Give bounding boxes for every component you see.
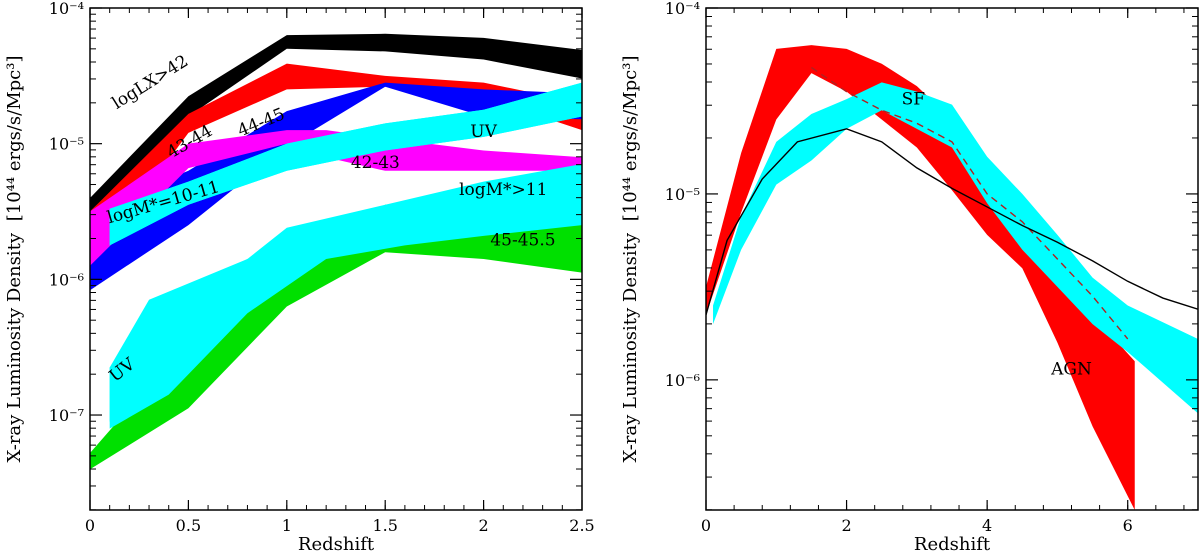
left-label-uv: UV — [470, 122, 497, 142]
left-y-axis-label-text: X-ray Luminosity Density — [4, 232, 25, 462]
left-xtick-label: 1.5 — [372, 516, 397, 535]
right-x-axis-label: Redshift — [914, 534, 991, 555]
right-ytick-label: 10⁻⁴ — [665, 0, 700, 18]
left-band-series-uv-low — [109, 200, 582, 429]
left-label-45-45-5: 45-45.5 — [490, 230, 555, 250]
right-label-agn: AGN — [1050, 359, 1092, 379]
left-x-axis-label: Redshift — [298, 534, 375, 555]
right-panel: AGN SF 0 2 4 6 10⁻⁶ 10⁻⁵ 10⁻⁴ Redshift X-ray Lu… — [620, 0, 1199, 555]
left-axes-frame — [89, 7, 583, 511]
right-plot-area: AGN SF — [706, 45, 1198, 510]
left-xtick-label: 0.5 — [176, 516, 201, 535]
left-ytick-label: 10⁻⁶ — [49, 270, 84, 289]
left-xtick-label: 0 — [85, 516, 95, 535]
left-ytick-label: 10⁻⁴ — [49, 0, 84, 18]
left-y-axis-label: X-ray Luminosity Density [10⁴⁴ ergs/s/Mp… — [4, 56, 25, 463]
left-label-loglx-42: logLX>42 — [109, 51, 192, 113]
right-xtick-label: 6 — [1123, 516, 1133, 535]
left-xtick-label: 2.5 — [569, 516, 594, 535]
right-ytick-label: 10⁻⁶ — [665, 371, 700, 390]
left-label-42-43: 42-43 — [351, 153, 400, 173]
right-ytick-label: 10⁻⁵ — [665, 185, 700, 204]
left-xtick-label: 1 — [282, 516, 292, 535]
right-ticks: 0 2 4 6 10⁻⁶ 10⁻⁵ 10⁻⁴ — [665, 0, 1198, 535]
right-label-sf: SF — [902, 90, 926, 110]
left-band-series-loglx-42 — [90, 33, 582, 212]
left-label-logm-11: logM*>11 — [459, 180, 547, 200]
right-line-solid — [706, 128, 1198, 315]
right-line-dashed — [811, 66, 1129, 340]
left-band-series-43-44 — [90, 63, 582, 266]
right-xtick-label: 4 — [982, 516, 992, 535]
right-xtick-label: 0 — [701, 516, 711, 535]
left-xtick-label: 2 — [479, 516, 489, 535]
right-xtick-label: 2 — [841, 516, 851, 535]
right-y-axis-label-text: X-ray Luminosity Density — [620, 232, 641, 462]
left-y-axis-label-unit: [10⁴⁴ ergs/s/Mpc³] — [4, 56, 25, 222]
left-band-series-logm-10-11 — [109, 82, 582, 246]
right-axes-frame — [705, 7, 1199, 511]
right-y-axis-label: X-ray Luminosity Density [10⁴⁴ ergs/s/Mp… — [620, 56, 641, 463]
left-ticks: 0 0.5 1 1.5 2 2.5 10⁻⁷ 10⁻⁶ 10⁻⁵ 10⁻⁴ — [49, 0, 595, 535]
right-band-series-sf — [713, 82, 1198, 414]
right-y-axis-label-unit: [10⁴⁴ ergs/s/Mpc³] — [620, 56, 641, 222]
left-band-series-42-43 — [90, 130, 582, 266]
left-ytick-label: 10⁻⁷ — [49, 406, 84, 425]
left-ytick-label: 10⁻⁵ — [49, 135, 84, 154]
